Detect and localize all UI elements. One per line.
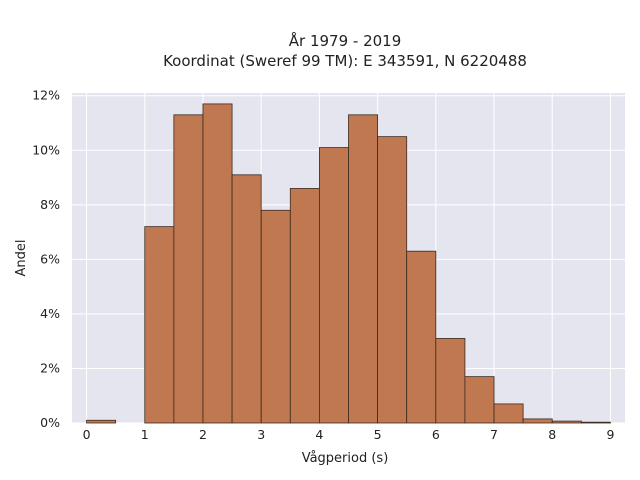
chart-title-line-2: Koordinat (Sweref 99 TM): E 343591, N 62… — [163, 52, 527, 70]
histogram-bar — [580, 421, 611, 424]
x-axis-label: Vågperiod (s) — [302, 451, 389, 466]
x-tick-label: 6 — [432, 427, 440, 442]
histogram-bar — [406, 250, 437, 424]
y-tick-label: 2% — [40, 360, 60, 375]
y-tick-label: 12% — [32, 88, 60, 103]
histogram-bar — [202, 103, 233, 424]
x-tick-label: 5 — [374, 427, 382, 442]
y-tick-label: 0% — [40, 415, 60, 430]
chart-title-line-1: År 1979 - 2019 — [289, 31, 402, 50]
x-tick-label: 1 — [141, 427, 149, 442]
x-tick-label: 8 — [548, 427, 556, 442]
y-tick-label: 6% — [40, 251, 60, 266]
x-tick-label: 4 — [315, 427, 323, 442]
histogram-bar — [289, 188, 320, 424]
y-tick-label: 10% — [32, 142, 60, 157]
x-tick-label: 9 — [606, 427, 614, 442]
x-tick-label: 7 — [490, 427, 498, 442]
histogram-bar — [173, 114, 204, 424]
x-tick-label: 0 — [83, 427, 91, 442]
histogram-bar — [348, 114, 379, 424]
histogram-bar — [260, 209, 291, 424]
x-tick-label: 2 — [199, 427, 207, 442]
y-tick-label: 4% — [40, 306, 60, 321]
histogram-bar — [377, 136, 408, 424]
y-axis-label: Andel — [14, 240, 29, 277]
histogram-bar — [144, 226, 175, 424]
histogram-bar — [318, 147, 349, 424]
histogram-bars — [86, 103, 611, 424]
y-tick-label: 8% — [40, 197, 60, 212]
histogram-bar — [464, 376, 495, 424]
histogram-bar — [86, 419, 117, 424]
x-axis-ticks: 0 1 2 3 4 5 6 7 8 9 — [83, 427, 615, 442]
histogram-bar — [435, 338, 466, 424]
histogram-bar — [551, 420, 582, 424]
histogram-bar — [493, 403, 524, 424]
histogram-bar — [522, 418, 553, 424]
histogram-bar — [231, 174, 262, 424]
y-axis-ticks: 0% 2% 4% 6% 8% 10% 12% — [32, 88, 60, 430]
x-tick-label: 3 — [257, 427, 265, 442]
